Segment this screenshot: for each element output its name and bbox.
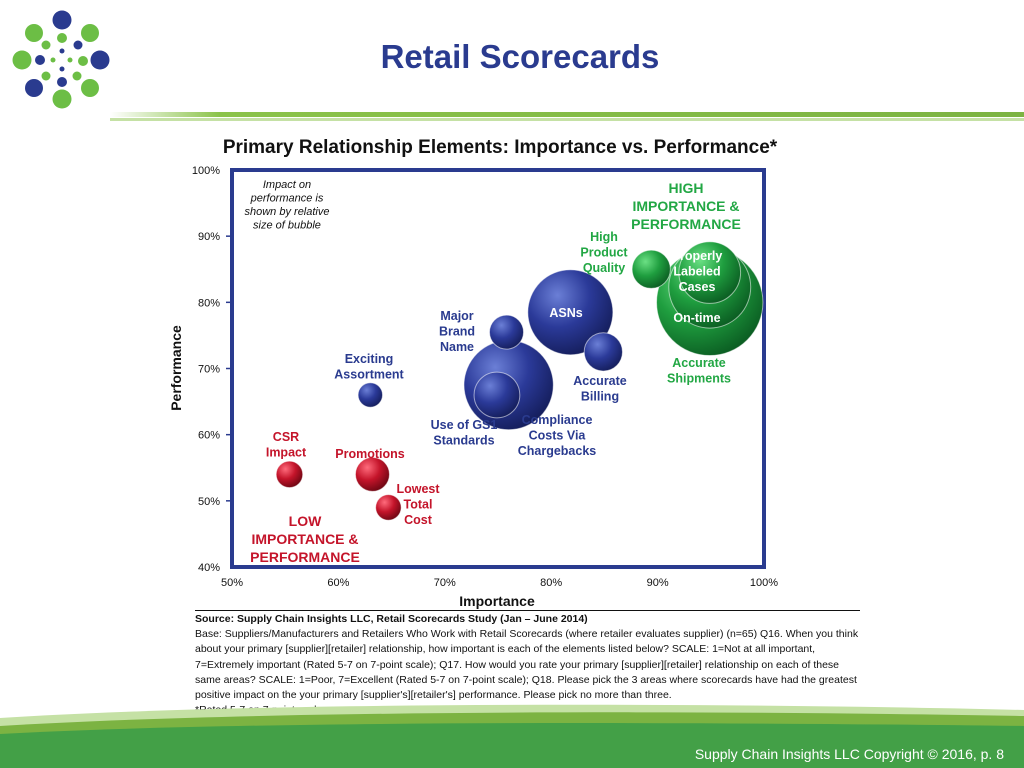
y-tick-label: 90% [198, 231, 220, 243]
data-label: Properly Labeled Cases [672, 249, 723, 294]
bubble-high-product-quality [631, 249, 671, 289]
data-label: Lowest Total Cost [396, 482, 440, 527]
source-notes: Source: Supply Chain Insights LLC, Retai… [195, 610, 860, 718]
bubble-properly-labeled-cases [678, 241, 742, 304]
footer-copyright: Supply Chain Insights LLC Copyright © 20… [694, 746, 1004, 762]
y-tick-label: 80% [198, 297, 220, 309]
y-tick-label: 100% [192, 165, 220, 177]
source-title: Source: Supply Chain Insights LLC, Retai… [195, 610, 860, 627]
bubble-size-note: Impact on performance is shown by relative… [245, 179, 330, 232]
chart-title: Primary Relationship Elements: Importanc… [222, 137, 778, 158]
bubble-promotions [354, 456, 390, 492]
company-logo [12, 10, 110, 109]
data-label: ASNs [549, 306, 582, 320]
slide-title: Retail Scorecards [380, 38, 660, 75]
data-label: High Product Quality [580, 230, 628, 275]
bubble-accurate-billing [583, 332, 623, 372]
y-axis-label: Performance [168, 325, 184, 411]
header-divider [110, 112, 1024, 121]
y-tick-label: 60% [198, 430, 220, 442]
plot-area-frame [230, 168, 766, 569]
data-label: On-time [673, 311, 720, 325]
data-label: Promotions [335, 447, 404, 461]
x-tick-label: 60% [327, 577, 349, 589]
data-label: Use of GS1 Standards [431, 418, 498, 448]
bubble-csr-impact [275, 460, 304, 489]
x-tick-label: 90% [647, 577, 669, 589]
data-label: Accurate Billing [573, 374, 627, 404]
data-label: Major Brand Name [439, 309, 475, 354]
bubble-use-of-gs1-standards [473, 371, 521, 419]
footer-band [0, 704, 1024, 768]
y-tick-label: 40% [198, 562, 220, 574]
quadrant-low-text: LOW IMPORTANCE & PERFORMANCE [250, 513, 360, 565]
bubble-lowest-total-cost [375, 494, 402, 521]
bubble-major-brand-name [488, 314, 525, 350]
y-tick-label: 70% [198, 364, 220, 376]
data-label: CSR Impact [266, 430, 307, 460]
x-tick-label: 50% [221, 577, 243, 589]
x-tick-label: 80% [540, 577, 562, 589]
y-tick-label: 50% [198, 496, 220, 508]
x-tick-label: 100% [750, 577, 778, 589]
data-label: Accurate Shipments [667, 356, 731, 386]
note-text: Impact on performance is shown by relative… [245, 179, 330, 232]
x-axis-label: Importance [459, 593, 535, 609]
x-tick-label: 70% [434, 577, 456, 589]
quadrant-high-text: HIGH IMPORTANCE & PERFORMANCE [631, 180, 741, 232]
bubble-exciting-assortment [357, 382, 384, 408]
quadrant-label-high: HIGH IMPORTANCE & PERFORMANCE [631, 180, 741, 232]
quadrant-label-low: LOW IMPORTANCE & PERFORMANCE [250, 513, 360, 565]
data-label: Exciting Assortment [334, 352, 404, 382]
bubble-asns [527, 269, 614, 356]
data-label: Compliance Costs Via Chargebacks [518, 413, 597, 458]
source-body: Base: Suppliers/Manufacturers and Retail… [195, 628, 859, 702]
